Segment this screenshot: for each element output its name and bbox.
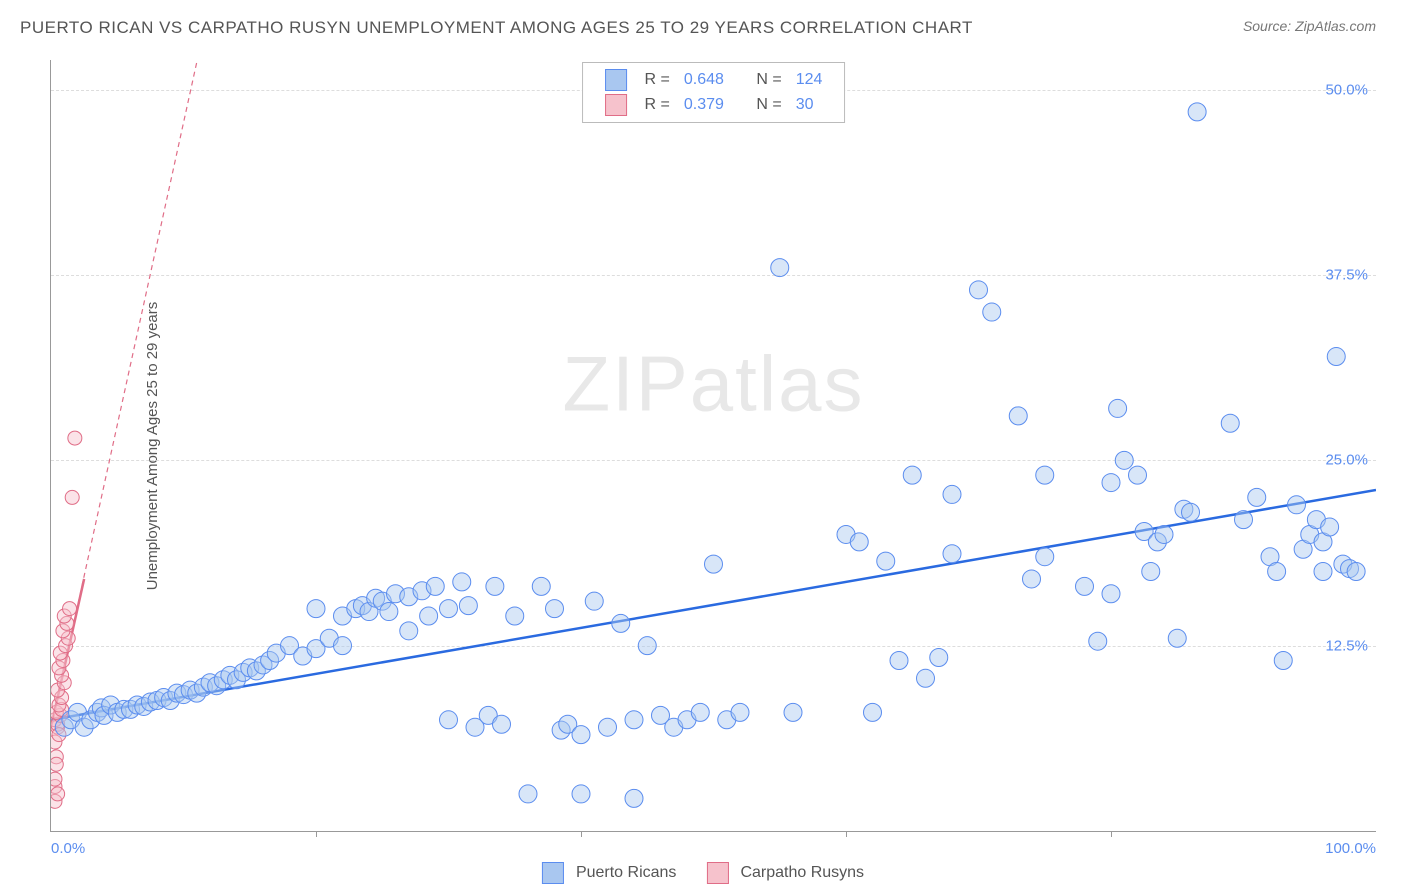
data-point bbox=[572, 785, 590, 803]
data-point bbox=[638, 637, 656, 655]
data-point bbox=[65, 490, 79, 504]
chart-title: PUERTO RICAN VS CARPATHO RUSYN UNEMPLOYM… bbox=[20, 18, 973, 38]
data-point bbox=[486, 577, 504, 595]
data-point bbox=[1288, 496, 1306, 514]
stats-row-blue: R = 0.648 N = 124 bbox=[599, 69, 829, 92]
data-point bbox=[459, 597, 477, 615]
data-point bbox=[1274, 651, 1292, 669]
data-point bbox=[864, 703, 882, 721]
data-point bbox=[493, 715, 511, 733]
data-point bbox=[691, 703, 709, 721]
data-point bbox=[1327, 348, 1345, 366]
plot-area: ZIPatlas R = 0.648 N = 124 R = 0.379 N =… bbox=[50, 60, 1376, 832]
data-point bbox=[1235, 511, 1253, 529]
data-point bbox=[334, 637, 352, 655]
data-point bbox=[51, 787, 65, 801]
legend-item-pink: Carpatho Rusyns bbox=[706, 862, 864, 884]
data-point bbox=[546, 600, 564, 618]
data-point bbox=[943, 485, 961, 503]
source-credit: Source: ZipAtlas.com bbox=[1243, 18, 1376, 34]
data-point bbox=[1102, 474, 1120, 492]
swatch-pink-icon bbox=[605, 94, 627, 116]
data-point bbox=[1168, 629, 1186, 647]
data-point bbox=[890, 651, 908, 669]
xtick-mark bbox=[316, 831, 317, 837]
data-point bbox=[903, 466, 921, 484]
xtick-label: 0.0% bbox=[51, 840, 85, 857]
data-point bbox=[1102, 585, 1120, 603]
data-point bbox=[307, 600, 325, 618]
data-point bbox=[943, 545, 961, 563]
data-point bbox=[877, 552, 895, 570]
data-point bbox=[983, 303, 1001, 321]
data-point bbox=[1109, 399, 1127, 417]
xtick-mark bbox=[846, 831, 847, 837]
data-point bbox=[625, 711, 643, 729]
legend-bottom: Puerto Ricans Carpatho Rusyns bbox=[542, 862, 864, 884]
data-point bbox=[1076, 577, 1094, 595]
legend-item-blue: Puerto Ricans bbox=[542, 862, 677, 884]
data-point bbox=[1036, 466, 1054, 484]
data-point bbox=[1142, 563, 1160, 581]
data-point bbox=[1115, 451, 1133, 469]
data-point bbox=[51, 757, 63, 771]
swatch-blue-icon bbox=[542, 862, 564, 884]
data-point bbox=[850, 533, 868, 551]
data-point bbox=[1321, 518, 1339, 536]
data-point bbox=[400, 622, 418, 640]
data-point bbox=[1089, 632, 1107, 650]
data-point bbox=[917, 669, 935, 687]
data-point bbox=[1314, 563, 1332, 581]
data-point bbox=[1155, 525, 1173, 543]
data-point bbox=[1268, 563, 1286, 581]
xtick-mark bbox=[1111, 831, 1112, 837]
data-point bbox=[440, 600, 458, 618]
data-point bbox=[585, 592, 603, 610]
data-point bbox=[970, 281, 988, 299]
chart-svg bbox=[51, 60, 1376, 831]
data-point bbox=[420, 607, 438, 625]
data-point bbox=[519, 785, 537, 803]
swatch-blue-icon bbox=[605, 69, 627, 91]
data-point bbox=[1182, 503, 1200, 521]
data-point bbox=[599, 718, 617, 736]
data-point bbox=[1221, 414, 1239, 432]
swatch-pink-icon bbox=[706, 862, 728, 884]
data-point bbox=[1023, 570, 1041, 588]
xtick-label: 100.0% bbox=[1325, 840, 1376, 857]
data-point bbox=[572, 726, 590, 744]
data-point bbox=[426, 577, 444, 595]
stats-legend-box: R = 0.648 N = 124 R = 0.379 N = 30 bbox=[582, 62, 846, 123]
data-point bbox=[1129, 466, 1147, 484]
data-point bbox=[68, 431, 82, 445]
data-point bbox=[63, 602, 77, 616]
data-point bbox=[532, 577, 550, 595]
xtick-mark bbox=[581, 831, 582, 837]
data-point bbox=[380, 603, 398, 621]
data-point bbox=[1009, 407, 1027, 425]
data-point bbox=[1036, 548, 1054, 566]
data-point bbox=[625, 789, 643, 807]
data-point bbox=[771, 259, 789, 277]
data-point bbox=[731, 703, 749, 721]
data-point bbox=[506, 607, 524, 625]
trendline-pink-dashed bbox=[51, 60, 223, 727]
data-point bbox=[1347, 563, 1365, 581]
data-point bbox=[612, 614, 630, 632]
data-point bbox=[784, 703, 802, 721]
data-point bbox=[51, 772, 62, 786]
data-point bbox=[453, 573, 471, 591]
data-point bbox=[440, 711, 458, 729]
data-point bbox=[705, 555, 723, 573]
stats-row-pink: R = 0.379 N = 30 bbox=[599, 94, 829, 117]
trendline-blue bbox=[51, 490, 1376, 720]
data-point bbox=[930, 649, 948, 667]
data-point bbox=[1188, 103, 1206, 121]
data-point bbox=[1248, 488, 1266, 506]
